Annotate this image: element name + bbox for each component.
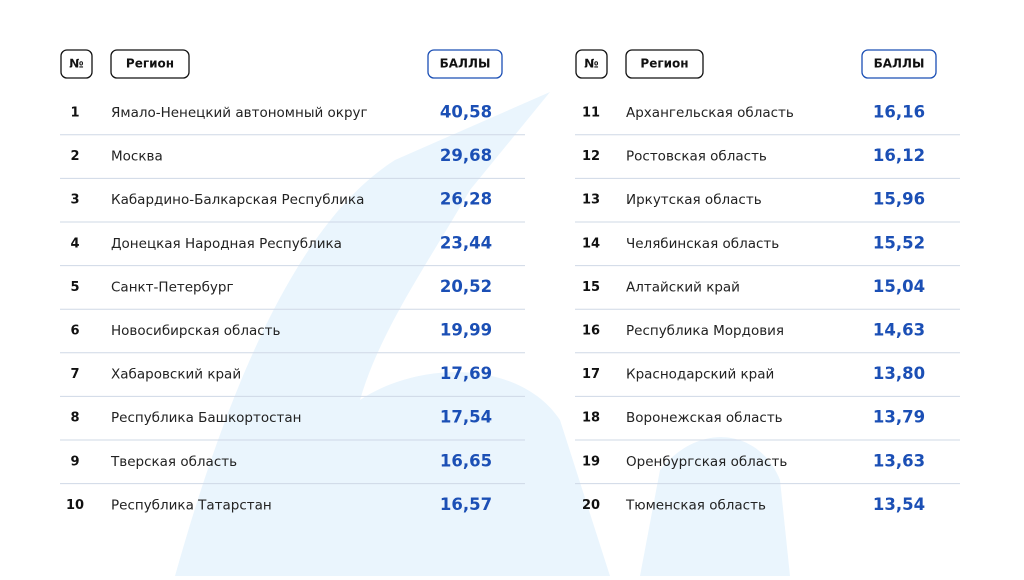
score: 26,28 xyxy=(440,190,492,209)
row-number: 13 xyxy=(582,193,600,208)
score: 20,52 xyxy=(440,277,492,296)
row-number: 17 xyxy=(582,367,600,382)
row-number: 8 xyxy=(70,411,79,426)
score: 17,54 xyxy=(440,408,492,427)
header-box xyxy=(60,49,93,79)
header-label: Регион xyxy=(640,57,688,71)
row-number: 12 xyxy=(582,149,600,164)
region-name: Краснодарский край xyxy=(626,367,774,383)
region-name: Москва xyxy=(111,149,163,165)
score: 16,57 xyxy=(440,495,492,514)
score: 14,63 xyxy=(873,321,925,340)
score: 16,16 xyxy=(873,103,925,122)
region-name: Хабаровский край xyxy=(111,367,241,383)
region-name: Тверская область xyxy=(110,454,237,470)
header-box xyxy=(427,49,503,79)
row-number: 9 xyxy=(70,454,79,469)
region-name: Республика Татарстан xyxy=(111,497,272,513)
row-number: 4 xyxy=(70,236,79,251)
row-number: 11 xyxy=(582,106,600,121)
score: 29,68 xyxy=(440,146,492,165)
region-name: Санкт-Петербург xyxy=(111,279,234,295)
score: 16,65 xyxy=(440,451,492,470)
region-name: Кабардино-Балкарская Республика xyxy=(111,192,364,208)
row-number: 18 xyxy=(582,411,600,426)
header-label: № xyxy=(584,57,598,71)
row-number: 6 xyxy=(70,324,79,339)
region-name: Оренбургская область xyxy=(626,454,787,470)
header-label: № xyxy=(69,57,83,71)
region-name: Иркутская область xyxy=(626,192,762,208)
region-name: Республика Башкортостан xyxy=(111,410,302,426)
header-box xyxy=(575,49,608,79)
score: 13,54 xyxy=(873,495,925,514)
header-box xyxy=(110,49,190,79)
region-name: Алтайский край xyxy=(626,279,740,295)
row-number: 16 xyxy=(582,324,600,339)
score: 16,12 xyxy=(873,146,925,165)
row-number: 1 xyxy=(70,106,79,121)
region-name: Ростовская область xyxy=(626,149,767,165)
row-number: 2 xyxy=(70,149,79,164)
score: 15,52 xyxy=(873,233,925,252)
region-name: Донецкая Народная Республика xyxy=(111,236,342,252)
score: 13,79 xyxy=(873,408,925,427)
header-box xyxy=(625,49,704,79)
header-label: БАЛЛЫ xyxy=(874,57,925,71)
row-number: 20 xyxy=(582,498,600,513)
row-number: 10 xyxy=(66,498,84,513)
score: 19,99 xyxy=(440,321,492,340)
score: 17,69 xyxy=(440,364,492,383)
header-box xyxy=(861,49,937,79)
row-number: 14 xyxy=(582,236,600,251)
row-number: 7 xyxy=(70,367,79,382)
region-name: Тюменская область xyxy=(625,497,766,513)
score: 15,04 xyxy=(873,277,925,296)
row-number: 5 xyxy=(70,280,79,295)
background-shape xyxy=(175,92,790,576)
row-number: 3 xyxy=(70,193,79,208)
row-number: 15 xyxy=(582,280,600,295)
region-name: Ямало-Ненецкий автономный округ xyxy=(111,105,368,121)
score: 13,63 xyxy=(873,451,925,470)
region-name: Новосибирская область xyxy=(111,323,281,339)
region-name: Республика Мордовия xyxy=(626,323,784,339)
row-number: 19 xyxy=(582,454,600,469)
header-label: Регион xyxy=(126,57,174,71)
region-name: Архангельская область xyxy=(626,105,794,121)
score: 15,96 xyxy=(873,190,925,209)
score: 40,58 xyxy=(440,103,492,122)
region-name: Воронежская область xyxy=(626,410,783,426)
score: 13,80 xyxy=(873,364,925,383)
score: 23,44 xyxy=(440,233,492,252)
region-name: Челябинская область xyxy=(626,236,779,252)
header-label: БАЛЛЫ xyxy=(440,57,491,71)
